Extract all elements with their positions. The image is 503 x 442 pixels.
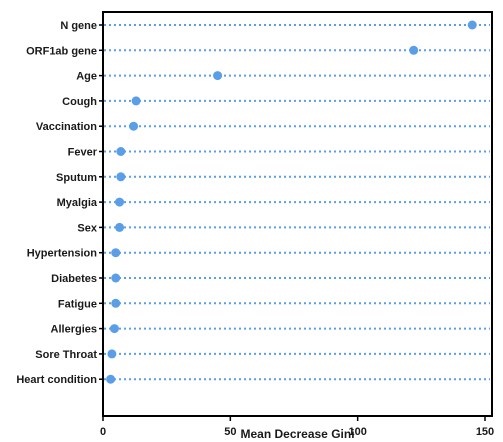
category-label: Diabetes	[51, 273, 97, 285]
x-tick-label: 100	[348, 426, 366, 438]
data-point	[106, 374, 116, 384]
data-point	[109, 324, 119, 334]
data-point	[107, 349, 117, 359]
data-point	[111, 248, 121, 258]
x-tick-label: 150	[476, 426, 494, 438]
category-label: Myalgia	[57, 197, 98, 209]
x-axis-ticks: 0 50 100 150	[100, 416, 494, 438]
x-tick-label: 50	[224, 426, 236, 438]
plot-frame	[102, 11, 493, 417]
x-axis-title: Mean Decrease Gini	[240, 427, 354, 441]
category-label: Cough	[62, 96, 97, 108]
data-point	[467, 20, 477, 30]
category-label: Fever	[68, 147, 98, 159]
data-point	[115, 197, 125, 207]
category-label: Heart condition	[16, 374, 97, 386]
category-label: N gene	[60, 20, 97, 32]
category-label: Age	[76, 71, 97, 83]
category-label: Allergies	[51, 324, 97, 336]
data-point	[131, 96, 141, 106]
category-label: Sore Throat	[35, 349, 97, 361]
category-label: Sex	[77, 222, 97, 234]
data-point	[129, 121, 139, 131]
data-point	[116, 172, 126, 182]
category-label: Vaccination	[36, 121, 97, 133]
category-label: Fatigue	[58, 298, 97, 310]
category-label: ORF1ab gene	[26, 45, 97, 57]
chart-rows: N gene ORF1ab gene Age Cough Vaccination Feve…	[16, 20, 490, 386]
data-point	[115, 222, 125, 232]
data-point	[409, 45, 419, 55]
data-point	[116, 147, 126, 156]
category-label: Hypertension	[27, 248, 98, 260]
data-point	[111, 273, 121, 283]
data-point	[111, 298, 121, 308]
x-tick-label: 0	[100, 426, 106, 438]
data-point	[213, 71, 223, 81]
category-label: Sputum	[56, 172, 97, 184]
